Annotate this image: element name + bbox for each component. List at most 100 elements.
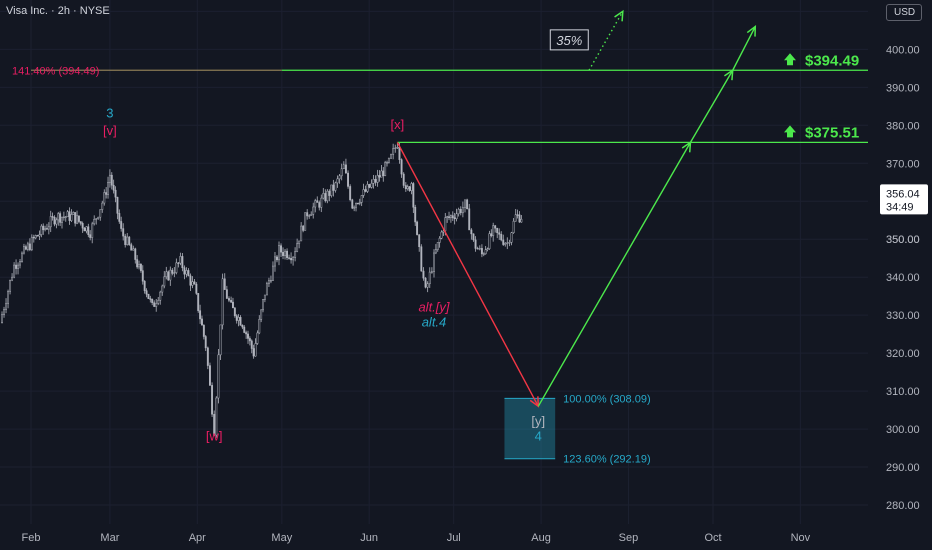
candle-body xyxy=(340,168,343,177)
candle-body xyxy=(422,270,425,279)
candle-body xyxy=(87,226,90,235)
target-zone-layer: 100.00% (308.09) 123.60% (292.19) xyxy=(504,393,651,466)
candle-body xyxy=(334,182,337,191)
candle-body xyxy=(206,347,209,366)
candle-body xyxy=(314,200,317,208)
candle-body xyxy=(510,232,513,243)
candle-body xyxy=(17,264,19,269)
candle-body xyxy=(99,209,102,218)
candle-body xyxy=(149,298,152,300)
candle-body xyxy=(191,281,194,286)
price-tick-label: 340.00 xyxy=(886,272,920,284)
candle-body xyxy=(213,414,216,436)
candle-body xyxy=(468,208,471,231)
candle-body xyxy=(276,256,278,261)
probability-label: 35% xyxy=(556,33,582,48)
candle-body xyxy=(382,170,385,177)
candle-body xyxy=(138,263,140,268)
price-axis[interactable]: 280.00 290.00 300.00 310.00 320.00 330.00 340.… xyxy=(868,0,932,550)
candle-body xyxy=(448,216,450,218)
candle-body xyxy=(516,214,519,216)
candle-body xyxy=(97,216,100,219)
projection-arrowhead xyxy=(746,25,757,37)
candle-body xyxy=(424,277,427,288)
candle-body xyxy=(387,157,390,163)
candle-body xyxy=(108,174,111,183)
candle-body xyxy=(68,211,71,221)
candle-body xyxy=(480,248,483,255)
candle-body xyxy=(62,216,65,219)
time-tick-label: Jun xyxy=(360,532,378,544)
candle-body xyxy=(132,248,135,251)
candle-body xyxy=(163,276,166,287)
candle-body xyxy=(103,192,106,204)
candle-body xyxy=(169,269,172,281)
candle-body xyxy=(139,263,142,271)
candle-body xyxy=(280,245,282,253)
candle-body xyxy=(267,280,270,284)
candle-body xyxy=(193,281,196,285)
candle-body xyxy=(209,365,211,386)
candle-body xyxy=(292,257,295,261)
candle-body xyxy=(398,147,401,160)
candle-body xyxy=(324,193,327,202)
time-tick-label: Feb xyxy=(22,532,41,544)
candle-body xyxy=(187,270,190,277)
price-tick-label: 370.00 xyxy=(886,158,920,170)
time-tick-label: May xyxy=(271,532,292,544)
currency-button[interactable]: USD xyxy=(886,4,922,21)
candle-body xyxy=(114,189,117,198)
candle-body xyxy=(512,220,515,234)
candle-body xyxy=(93,218,96,225)
price-tick-label: 310.00 xyxy=(886,386,920,398)
candle-body xyxy=(21,252,23,262)
time-axis[interactable]: Feb Mar Apr May Jun Jul Aug Sep Oct Nov xyxy=(0,524,932,550)
last-price-box xyxy=(880,184,928,215)
candle-body xyxy=(372,179,375,184)
candle-body xyxy=(153,302,156,307)
price-target-label: $394.49 xyxy=(805,52,859,69)
candle-body xyxy=(370,183,373,188)
candle-body xyxy=(122,228,125,237)
candle-body xyxy=(3,309,5,315)
candle-body xyxy=(433,252,435,272)
candle-body xyxy=(19,261,21,266)
candle-body xyxy=(263,294,266,300)
candle-body xyxy=(304,212,307,231)
candle-body xyxy=(145,290,148,295)
target-zone-box xyxy=(504,398,556,459)
price-tick-label: 350.00 xyxy=(886,234,920,246)
wave-labels-layer: 3 [v] [w] [x] alt.[y]alt.4 [y]4 35% xyxy=(103,29,589,443)
candle-body xyxy=(42,225,45,231)
candle-body xyxy=(453,217,456,220)
candle-body xyxy=(412,183,415,208)
candle-body xyxy=(51,216,54,218)
time-axis-bg xyxy=(0,524,932,550)
candle-body xyxy=(272,265,274,281)
candle-body xyxy=(402,173,405,186)
candle-body xyxy=(286,250,289,258)
candle-body xyxy=(128,236,131,245)
candle-body xyxy=(461,207,464,214)
candles-layer xyxy=(1,142,523,438)
candle-body xyxy=(472,233,475,241)
candle-body xyxy=(204,336,207,349)
candle-body xyxy=(183,267,186,275)
candle-body xyxy=(107,182,109,195)
candle-body xyxy=(265,283,268,296)
candle-body xyxy=(360,195,363,203)
candle-body xyxy=(55,219,58,225)
candle-body xyxy=(488,233,491,250)
candle-body xyxy=(235,315,238,321)
candle-body xyxy=(464,199,466,208)
candle-body xyxy=(49,216,52,228)
projection-line xyxy=(396,142,539,407)
candle-body xyxy=(376,175,379,183)
candle-body xyxy=(328,190,331,196)
candle-body xyxy=(351,199,354,209)
candle-body xyxy=(44,228,47,231)
candle-body xyxy=(386,162,388,164)
candle-body xyxy=(390,154,392,159)
candle-body xyxy=(294,251,297,258)
